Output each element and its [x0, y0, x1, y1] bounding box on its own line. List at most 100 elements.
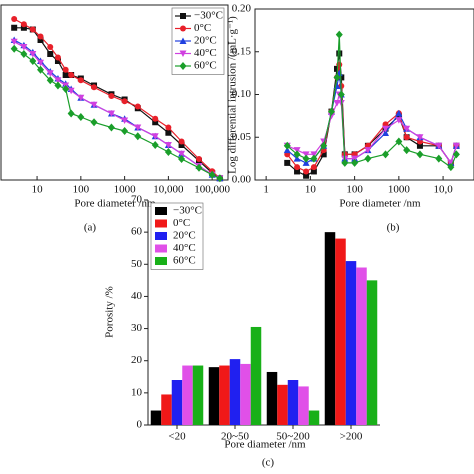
marker [29, 51, 37, 58]
marker [195, 156, 202, 162]
marker [337, 90, 345, 99]
marker [310, 154, 318, 163]
legend-swatch [155, 232, 167, 240]
marker [180, 13, 186, 19]
marker [90, 118, 98, 127]
marker [47, 51, 54, 57]
marker [77, 94, 85, 102]
legend-label: 60°C [194, 60, 217, 72]
legend-label: 0°C [194, 22, 211, 34]
marker [310, 168, 317, 175]
bar [171, 380, 183, 425]
x-axis-label: Pore diameter /nm [74, 198, 156, 210]
marker [67, 109, 75, 118]
marker [382, 129, 390, 136]
marker [178, 138, 185, 145]
marker [37, 59, 45, 67]
marker [20, 50, 28, 58]
panel-label: (b) [387, 222, 400, 234]
legend-swatch [155, 257, 167, 265]
marker [134, 124, 142, 131]
marker [107, 123, 115, 132]
marker [178, 155, 186, 163]
marker [134, 103, 141, 110]
marker [151, 133, 159, 140]
y-tick-label: 0.15 [232, 45, 252, 57]
marker [283, 141, 291, 150]
marker [37, 65, 45, 74]
marker [90, 101, 98, 109]
panel-label: (c) [262, 457, 275, 469]
marker [62, 85, 70, 93]
marker [67, 87, 75, 95]
bar [366, 280, 378, 425]
bar [277, 384, 288, 425]
x-tick-label: 10,0 [433, 184, 453, 196]
marker [351, 158, 359, 167]
series-line [286, 72, 457, 165]
marker [293, 150, 301, 159]
bar [150, 410, 162, 425]
marker [435, 154, 443, 163]
legend-label: 20°C [173, 230, 196, 242]
marker [179, 37, 187, 44]
marker [179, 62, 187, 70]
x-axis-label: Pore diameter /nm [224, 439, 306, 451]
marker [293, 147, 301, 154]
marker [178, 142, 185, 148]
plot-frame [0, 4, 229, 181]
marker [54, 58, 61, 64]
marker [77, 77, 84, 84]
legend-label: 0°C [173, 217, 190, 229]
bar [182, 365, 193, 425]
legend-swatch [155, 244, 167, 253]
marker [447, 163, 455, 172]
marker [416, 150, 424, 159]
marker [435, 142, 443, 150]
marker [91, 84, 98, 91]
marker [327, 107, 335, 116]
x-tick-label: 1 [263, 184, 269, 196]
marker [20, 44, 28, 51]
marker [165, 124, 172, 131]
marker [327, 112, 335, 120]
y-axis-label: Porosity /% [104, 286, 116, 338]
marker [293, 155, 301, 162]
bar [287, 380, 299, 425]
marker [178, 150, 186, 158]
marker [152, 115, 159, 122]
marker [452, 150, 460, 159]
x-tick-label: 100 [346, 184, 363, 196]
marker [341, 158, 349, 167]
marker [452, 142, 460, 150]
series-line [286, 34, 457, 169]
bar [240, 363, 251, 425]
marker [29, 26, 36, 33]
bar [298, 386, 309, 425]
legend-swatch [155, 207, 167, 215]
marker [320, 141, 328, 150]
marker [395, 117, 403, 124]
marker [121, 117, 129, 124]
bar [192, 365, 204, 425]
bar [356, 267, 367, 425]
marker [310, 164, 317, 171]
marker [395, 137, 403, 146]
legend-label: −30°C [173, 205, 202, 217]
marker [302, 159, 310, 166]
marker [447, 159, 455, 167]
marker [11, 16, 18, 22]
y-tick-label: 70 [131, 194, 143, 206]
marker [54, 81, 62, 90]
marker [47, 44, 54, 50]
bar [161, 394, 172, 425]
y-tick-label: 50 [131, 258, 143, 270]
marker [216, 174, 224, 183]
y-tick-label: 60 [131, 226, 143, 238]
marker [165, 129, 172, 136]
marker [62, 72, 69, 78]
x-tick-label: 10 [305, 184, 317, 196]
legend-swatch [155, 219, 167, 228]
marker [403, 134, 410, 141]
marker [20, 24, 27, 31]
